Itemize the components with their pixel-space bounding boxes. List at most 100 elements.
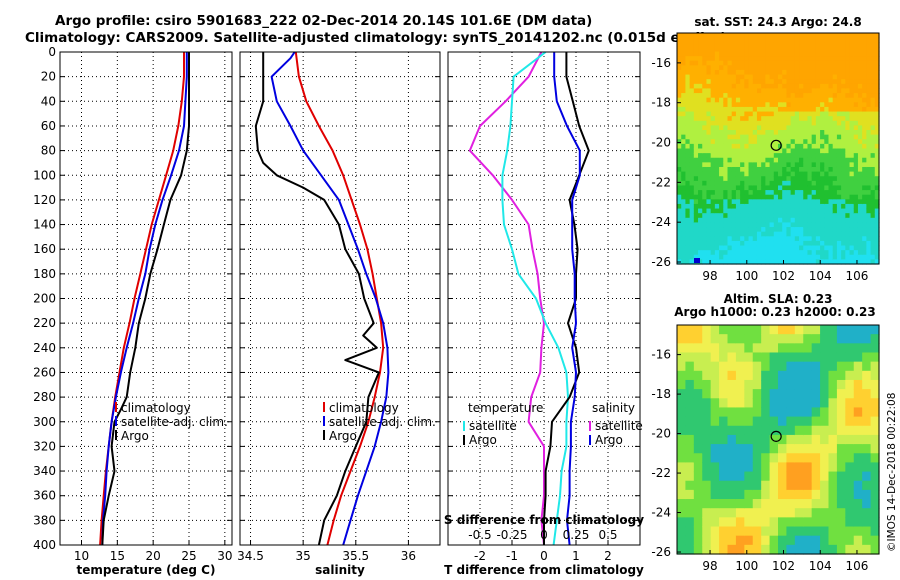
map-pixel xyxy=(761,370,771,381)
map-pixel xyxy=(836,245,842,251)
map-pixel xyxy=(740,60,745,66)
map-pixel xyxy=(677,227,682,233)
map-pixel xyxy=(693,379,703,390)
map-pixel xyxy=(811,471,821,482)
map-pixel xyxy=(803,74,809,80)
map-pixel xyxy=(761,74,766,80)
legend-label: Argo xyxy=(329,429,357,443)
map-frame xyxy=(676,324,880,555)
map-pixel xyxy=(849,250,855,256)
map-pixel xyxy=(727,199,733,205)
map-pixel xyxy=(689,231,695,237)
map-pixel xyxy=(803,480,813,491)
map-pixel xyxy=(853,116,859,122)
map-pixel xyxy=(799,222,804,228)
map-pixel xyxy=(786,222,792,228)
map-pixel xyxy=(799,116,804,122)
map-pixel xyxy=(714,65,720,71)
map-pixel xyxy=(807,250,813,256)
map-pixel xyxy=(794,325,804,335)
map-pixel xyxy=(710,143,716,150)
map-pixel xyxy=(862,361,872,372)
map-pixel xyxy=(782,51,788,57)
map-pixel xyxy=(689,125,695,131)
map-pixel xyxy=(719,97,724,103)
map-pixel xyxy=(744,217,750,224)
map-pixel xyxy=(702,93,708,99)
map-pixel xyxy=(761,453,771,463)
map-pixel xyxy=(811,325,821,335)
map-pixel xyxy=(702,398,712,409)
map-pixel xyxy=(719,453,729,463)
map-pixel xyxy=(756,79,762,85)
map-pixel xyxy=(836,236,842,242)
map-pixel xyxy=(836,199,842,205)
map-pixel xyxy=(752,190,758,196)
map-pixel xyxy=(832,148,838,154)
map-pixel xyxy=(807,74,813,80)
map-pixel xyxy=(845,325,855,335)
map-pixel xyxy=(744,125,750,131)
map-pixel xyxy=(727,185,733,191)
map-pixel xyxy=(761,33,766,39)
map-pixel xyxy=(836,259,842,265)
map-pixel xyxy=(685,134,691,140)
map-pixel xyxy=(857,176,863,182)
map-pixel xyxy=(807,130,813,136)
map-pixel xyxy=(778,236,783,242)
map-pixel xyxy=(799,259,804,265)
map-pixel xyxy=(765,74,771,80)
map-pixel xyxy=(790,254,796,260)
map-pixel xyxy=(849,143,855,150)
map-pixel xyxy=(803,60,809,66)
map-pixel xyxy=(681,65,687,71)
map-pixel xyxy=(841,185,846,191)
map-pixel xyxy=(866,240,872,247)
map-pixel xyxy=(824,139,830,145)
map-pixel xyxy=(714,106,720,113)
series-line xyxy=(553,52,581,546)
map-pixel xyxy=(778,153,783,159)
map-pixel xyxy=(794,535,804,546)
map-pixel xyxy=(752,134,758,140)
map-pixel xyxy=(761,471,771,482)
map-pixel xyxy=(862,69,867,76)
map-pixel xyxy=(841,120,846,126)
map-pixel xyxy=(769,143,775,150)
map-pixel xyxy=(693,42,699,48)
map-pixel xyxy=(773,162,779,168)
map-pixel xyxy=(727,60,733,66)
map-pixel xyxy=(807,236,813,242)
map-pixel xyxy=(710,471,720,482)
map-pixel xyxy=(719,162,724,168)
map-pixel xyxy=(815,74,821,80)
y-tick-label: 380 xyxy=(33,513,56,527)
map-pixel xyxy=(761,190,766,196)
map-pixel xyxy=(870,250,876,256)
map-pixel xyxy=(803,185,809,191)
map-pixel xyxy=(782,83,788,90)
map-pixel xyxy=(866,213,872,219)
map-pixel xyxy=(836,389,846,399)
map-pixel xyxy=(693,106,699,113)
map-pixel xyxy=(828,185,834,191)
map-pixel xyxy=(862,42,867,48)
map-pixel xyxy=(778,111,783,117)
map-pixel xyxy=(782,65,788,71)
map-pixel xyxy=(744,227,750,233)
map-pixel xyxy=(828,130,834,136)
map-pixel xyxy=(857,208,863,214)
map-pixel xyxy=(799,208,804,214)
map-pixel xyxy=(769,407,779,418)
map-pixel xyxy=(836,217,842,224)
map-pixel xyxy=(761,231,766,237)
map-pixel xyxy=(845,180,851,187)
map-pixel xyxy=(811,116,817,122)
map-pixel xyxy=(740,106,745,113)
map-pixel xyxy=(832,217,838,224)
map-pixel xyxy=(782,157,788,163)
map-pixel xyxy=(752,407,762,418)
map-pixel xyxy=(714,130,720,136)
map-pixel xyxy=(698,42,703,48)
map-pixel xyxy=(874,88,880,94)
